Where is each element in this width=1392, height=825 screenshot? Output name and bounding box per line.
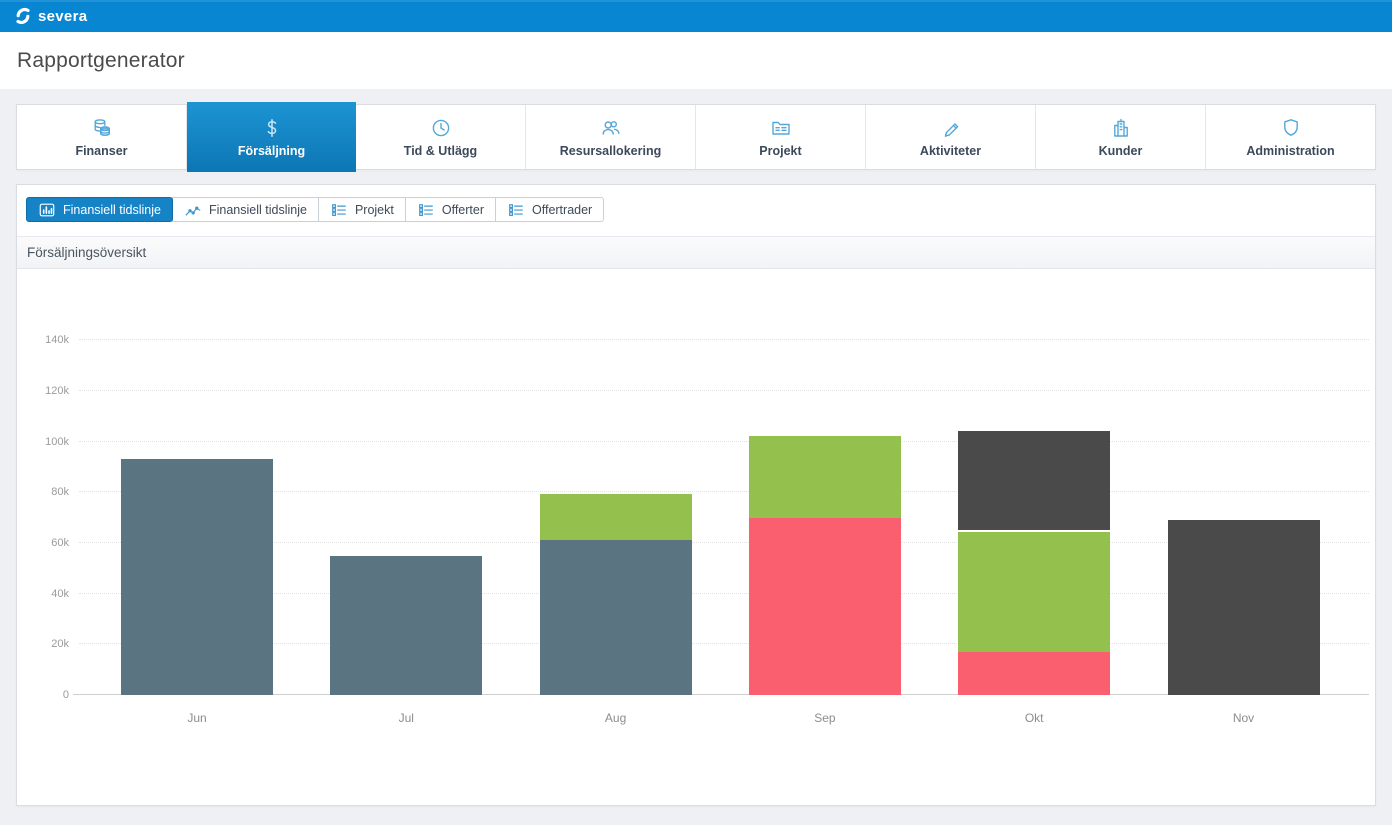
table-icon [330, 201, 348, 219]
y-tick-label-120k: 120k [45, 384, 69, 397]
chart-section-header: Försäljningsöversikt [17, 236, 1375, 269]
bar-jul [330, 275, 483, 695]
bar-okt-segment-red[interactable] [958, 651, 1111, 695]
chart-section-title: Försäljningsöversikt [27, 245, 147, 260]
gridline-80k [79, 491, 1369, 493]
tab-finanser[interactable]: Finanser [17, 105, 187, 169]
x-tick-jul: Jul [398, 711, 414, 725]
tab-kunder[interactable]: Kunder [1036, 105, 1206, 169]
bar-aug-segment-green[interactable] [539, 492, 692, 541]
tab-resursallokering[interactable]: Resursallokering [526, 105, 696, 169]
bar-jul-segment-slate[interactable] [330, 555, 483, 695]
tab-aktiviteter[interactable]: Aktiviteter [866, 105, 1036, 169]
gridline-60k [79, 541, 1369, 543]
x-tick-nov: Nov [1232, 711, 1255, 725]
folder-icon [770, 117, 792, 139]
tab-label: Aktiviteter [919, 143, 982, 158]
page-header: Rapportgenerator [0, 32, 1392, 89]
chart-plot-area: 0 20k 40k 60k 80k 100k 120k 140k Jun Jul Aug Sep Okt… [45, 275, 1369, 725]
bar-sep-segment-green[interactable] [748, 433, 901, 518]
bar-okt-segment-dark[interactable] [958, 428, 1111, 531]
tab-administration[interactable]: Administration [1206, 105, 1375, 169]
users-icon [600, 117, 622, 139]
bar-aug [539, 275, 692, 695]
bar-nov-segment-dark[interactable] [1167, 520, 1320, 695]
subtab-label: Finansiell tidslinje [208, 202, 307, 217]
tab-label: Resursallokering [559, 143, 662, 158]
dollar-icon [261, 117, 283, 139]
report-subtab-bar: Finansiell tidslinje Finansiell tidslinje… [17, 185, 1375, 222]
y-tick-label-140k: 140k [45, 334, 69, 347]
y-tick-label-80k: 80k [51, 486, 69, 499]
bar-okt [958, 275, 1111, 695]
gridline-40k [79, 592, 1369, 594]
pen-icon [940, 117, 962, 139]
subtab-label: Projekt [354, 202, 394, 217]
subtab-1-finansiell-tidslinje[interactable]: Finansiell tidslinje [171, 197, 319, 222]
subtab-4-offertrader[interactable]: Offertrader [495, 197, 605, 222]
tab-forsaljning[interactable]: Försäljning [187, 102, 356, 172]
gridline-140k [79, 339, 1369, 341]
x-axis-line [73, 694, 1369, 695]
bar-jun [121, 275, 273, 695]
top-bar: severa [0, 0, 1392, 32]
severa-logo-icon [13, 6, 33, 26]
y-tick-label-40k: 40k [51, 587, 69, 600]
tab-tid-utlagg[interactable]: Tid & Utlägg [356, 105, 526, 169]
bar-chart-icon [38, 201, 56, 219]
tab-label: Finanser [75, 143, 128, 158]
subtab-0-finansiell-tidslinje[interactable]: Finansiell tidslinje [26, 197, 173, 222]
tab-label: Kunder [1098, 143, 1143, 158]
x-tick-jun: Jun [187, 711, 207, 725]
subtab-2-projekt[interactable]: Projekt [317, 197, 406, 222]
gridline-120k [79, 389, 1369, 391]
bar-sep-segment-red[interactable] [748, 517, 901, 695]
subtab-3-offerter[interactable]: Offerter [404, 197, 496, 222]
shield-icon [1280, 117, 1302, 139]
bar-sep [748, 275, 901, 695]
tab-projekt[interactable]: Projekt [696, 105, 866, 169]
y-tick-label-100k: 100k [45, 435, 69, 448]
severa-logo[interactable]: severa [13, 6, 87, 26]
bar-nov [1167, 275, 1320, 695]
bar-jun-segment-slate[interactable] [121, 459, 273, 695]
table-icon [507, 201, 525, 219]
line-chart-icon [184, 201, 202, 219]
sales-overview-chart: 0 20k 40k 60k 80k 100k 120k 140k Jun Jul Aug Sep Okt… [45, 275, 1369, 725]
tab-label: Projekt [759, 143, 802, 158]
clock-icon [430, 117, 452, 139]
subtab-label: Offerter [441, 202, 484, 217]
main-tab-bar: Finanser Försäljning Tid & Utlägg Resursall… [16, 102, 1376, 172]
report-panel: Finansiell tidslinje Finansiell tidslinje… [16, 184, 1376, 806]
gridline-20k [79, 643, 1369, 645]
severa-logo-text: severa [38, 7, 88, 25]
bar-okt-segment-green[interactable] [958, 530, 1111, 652]
building-icon [1110, 117, 1132, 139]
coins-icon [91, 117, 113, 139]
gridline-100k [79, 440, 1369, 442]
table-icon [417, 201, 435, 219]
subtab-label: Offertrader [532, 202, 593, 217]
x-tick-aug: Aug [604, 711, 627, 725]
tab-label: Tid & Utlägg [403, 143, 478, 158]
y-tick-label-60k: 60k [51, 536, 69, 549]
tab-label: Administration [1246, 143, 1335, 158]
bar-aug-segment-slate[interactable] [539, 540, 692, 695]
y-tick-label-20k: 20k [51, 638, 69, 651]
y-tick-label-0: 0 [62, 689, 69, 701]
x-tick-okt: Okt [1024, 711, 1044, 725]
x-tick-sep: Sep [814, 711, 836, 725]
subtab-label: Finansiell tidslinje [63, 202, 161, 217]
page-title: Rapportgenerator [17, 48, 185, 72]
tab-label: Försäljning [237, 143, 306, 158]
